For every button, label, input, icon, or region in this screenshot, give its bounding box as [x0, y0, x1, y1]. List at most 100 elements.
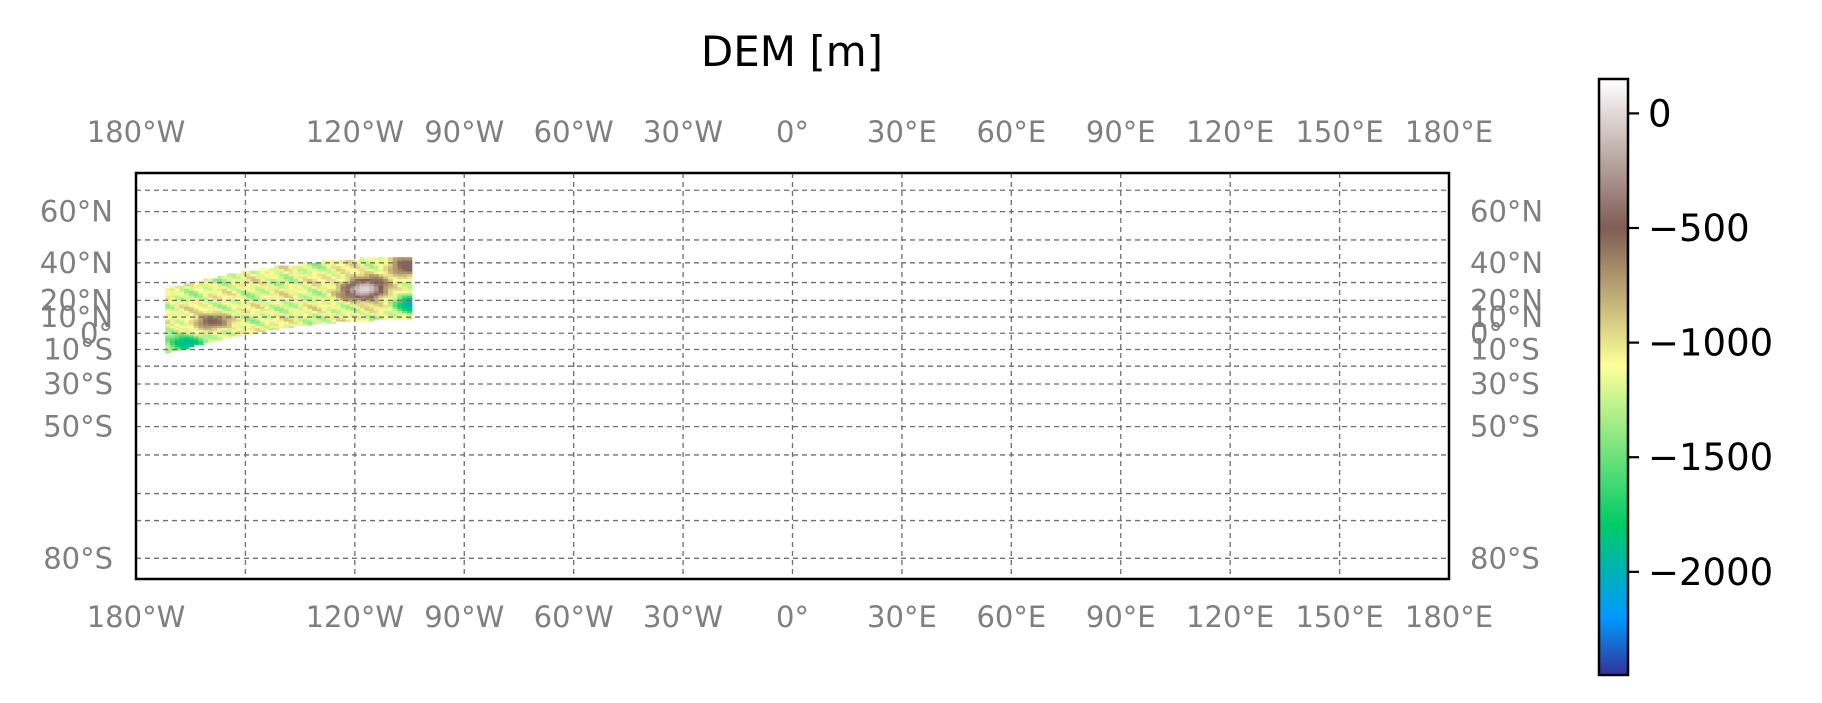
lat-label-left: 20°N [40, 283, 113, 317]
lon-label-top: 60°E [976, 115, 1046, 149]
dem-cell [279, 295, 285, 298]
dem-cell [260, 308, 266, 312]
dem-cell [383, 288, 389, 291]
dem-cell [260, 319, 266, 322]
dem-cell [373, 262, 380, 267]
lon-label-top: 60°W [534, 115, 614, 149]
dem-cell [369, 316, 375, 320]
dem-cell [326, 319, 332, 322]
dem-cell [207, 283, 214, 287]
dem-cell [193, 295, 199, 298]
dem-cell [184, 290, 190, 294]
dem-cell [402, 312, 408, 316]
dem-cell [369, 260, 375, 264]
dem-cell [274, 325, 280, 329]
dem-cell [241, 273, 247, 277]
dem-cell [260, 275, 266, 279]
dem-cell [203, 319, 209, 322]
dem-cell [226, 308, 233, 312]
dem-cell [373, 270, 380, 274]
dem-cell [383, 306, 389, 309]
dem-cell [331, 308, 337, 312]
dem-cell [241, 297, 247, 301]
dem-cell [321, 280, 327, 284]
dem-cell [231, 327, 237, 331]
dem-cell [222, 299, 228, 303]
lon-label-top: 150°E [1295, 115, 1383, 149]
dem-cell [388, 273, 394, 277]
dem-cell [222, 280, 228, 284]
dem-cell [302, 304, 308, 307]
dem-cell [226, 333, 233, 337]
dem-cell [250, 312, 256, 316]
dem-cell [250, 297, 256, 301]
dem-cell [388, 314, 394, 318]
dem-cell [236, 325, 242, 329]
dem-cell [293, 275, 299, 279]
dem-cell [407, 273, 413, 277]
dem-cell [378, 290, 384, 294]
dem-cell [179, 308, 185, 312]
dem-cell [392, 297, 399, 301]
dem-cell [250, 323, 256, 326]
dem-cell [245, 283, 252, 287]
dem-cell [226, 304, 233, 307]
lon-label-bottom: 0° [776, 600, 809, 634]
dem-cell [283, 273, 289, 277]
dem-cell [383, 275, 389, 279]
dem-cell [203, 306, 209, 309]
dem-cell [222, 333, 228, 337]
dem-cell [250, 283, 256, 287]
dem-cell [274, 306, 280, 309]
dem-cell [165, 340, 171, 343]
dem-cell [165, 323, 171, 326]
dem-cell [260, 329, 266, 333]
dem-cell [350, 292, 356, 296]
lat-label-right: 0° [1470, 316, 1503, 350]
dem-cell [316, 285, 323, 289]
dem-cell [407, 310, 413, 314]
dem-cell [359, 308, 365, 312]
dem-cell [288, 323, 294, 326]
dem-cell [335, 285, 342, 289]
dem-cell [293, 290, 299, 294]
dem-cell [373, 308, 380, 312]
lon-label-bottom: 180°E [1405, 600, 1493, 634]
dem-cell [283, 299, 289, 303]
dem-cell [293, 306, 299, 309]
dem-cell [354, 310, 361, 314]
dem-cell [378, 285, 384, 289]
dem-cell [335, 275, 342, 279]
dem-cell [307, 268, 313, 272]
dem-cell [165, 327, 171, 331]
dem-cell [402, 283, 408, 287]
dem-cell [260, 316, 266, 320]
dem-cell [217, 290, 223, 294]
dem-cell [388, 265, 394, 269]
dem-cell [207, 319, 214, 322]
dem-cell [407, 297, 413, 301]
dem-cell [226, 327, 233, 331]
dem-cell [359, 283, 365, 287]
dem-cell [392, 312, 399, 316]
dem-cell [245, 292, 252, 296]
dem-cell [312, 321, 318, 324]
dem-cell [169, 308, 176, 312]
dem-cell [264, 285, 270, 289]
dem-cell [335, 290, 342, 294]
dem-cell [198, 342, 204, 345]
dem-cell [255, 273, 261, 277]
dem-cell [198, 319, 204, 322]
dem-cell [369, 290, 375, 294]
dem-cell [226, 323, 233, 326]
dem-cell [326, 321, 332, 324]
dem-cell [364, 290, 370, 294]
dem-cell [359, 290, 365, 294]
dem-cell [321, 310, 327, 314]
dem-cell [369, 314, 375, 318]
dem-cell [274, 299, 280, 303]
lon-label-bottom: 60°E [976, 600, 1046, 634]
colorbar-tick-label: −1500 [1648, 436, 1773, 479]
dem-cell [378, 304, 384, 307]
dem-cell [198, 314, 204, 318]
